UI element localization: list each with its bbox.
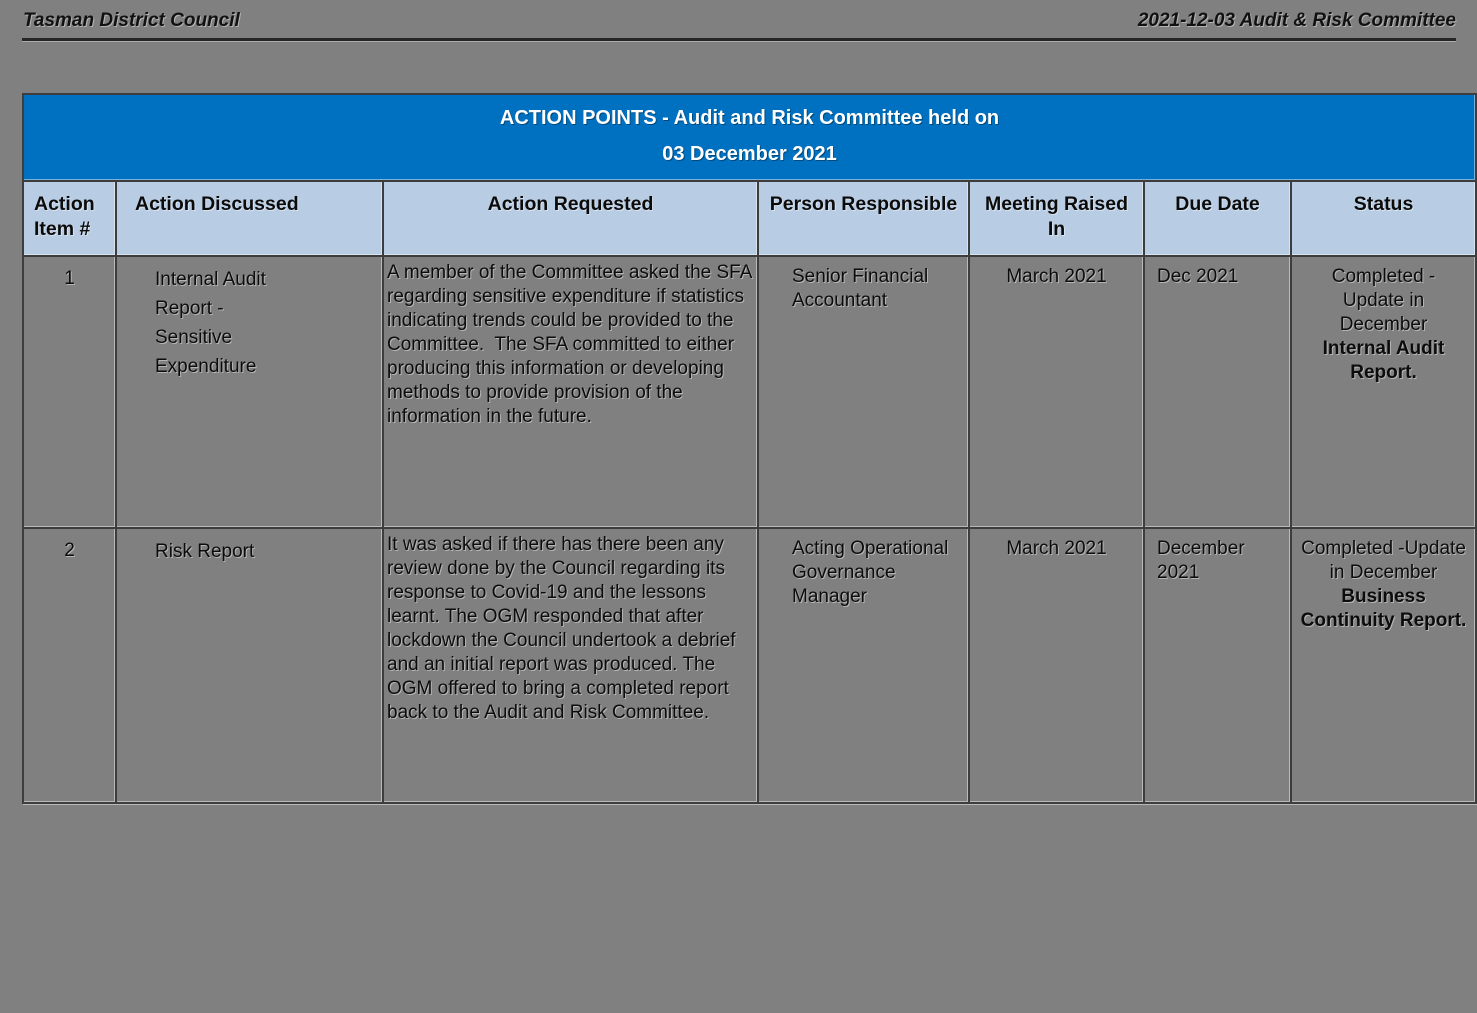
running-header: Tasman District Council 2021-12-03 Audit…: [23, 10, 1456, 32]
status-report-name: Internal Audit Report.: [1322, 338, 1450, 383]
cell-due-date: Dec 2021: [1143, 255, 1292, 529]
col-header-due-date: Due Date: [1143, 180, 1292, 257]
column-header-row: Action Item # Action Discussed Action Re…: [22, 180, 1477, 257]
table-title-cell: ACTION POINTS - Audit and Risk Committee…: [21, 93, 1477, 182]
status-report-name: Business Continuity Report.: [1300, 586, 1467, 631]
table-title-line2: 03 December 2021: [662, 143, 837, 165]
table-title-line1: ACTION POINTS - Audit and Risk Committee…: [499, 107, 1000, 129]
cell-meeting-raised-in: March 2021: [968, 255, 1145, 529]
col-header-action-discussed: Action Discussed: [115, 180, 384, 257]
col-header-status: Status: [1289, 180, 1477, 257]
header-divider-rule: [22, 38, 1456, 41]
cell-meeting-raised-in: March 2021: [968, 527, 1145, 804]
cell-status: Completed -Update in December Business Co…: [1289, 527, 1477, 804]
cell-action-discussed: Internal Audit Report - Sensitive Expend…: [115, 255, 384, 529]
table-title-banner: ACTION POINTS - Audit and Risk Committee…: [21, 93, 1477, 182]
status-text: Completed -Update in December: [1301, 538, 1466, 583]
cell-due-date: December 2021: [1143, 527, 1292, 804]
status-text: Completed - Update in December: [1331, 266, 1436, 335]
table-row: 1 Internal Audit Report - Sensitive Expe…: [22, 255, 1477, 529]
document-title-right: 2021-12-03 Audit & Risk Committee: [1137, 10, 1456, 31]
cell-person-responsible: Senior Financial Accountant: [757, 255, 970, 529]
cell-action-requested: A member of the Committee asked the SFA …: [382, 255, 759, 529]
table-row: 2 Risk Report It was asked if there has …: [22, 527, 1477, 804]
cell-person-responsible: Acting Operational Governance Manager: [757, 527, 970, 804]
document-title-left: Tasman District Council: [23, 10, 240, 31]
cell-action-item: 1: [22, 255, 117, 529]
cell-action-item: 2: [22, 527, 117, 804]
col-header-action-requested: Action Requested: [382, 180, 759, 257]
col-header-person-responsible: Person Responsible: [757, 180, 970, 257]
col-header-action-item: Action Item #: [22, 180, 117, 257]
cell-action-requested: It was asked if there has there been any…: [382, 527, 759, 804]
cell-action-discussed: Risk Report: [115, 527, 384, 804]
cell-status: Completed - Update in December Internal A…: [1289, 255, 1477, 529]
col-header-meeting-raised-in: Meeting Raised In: [968, 180, 1145, 257]
action-points-table: ACTION POINTS - Audit and Risk Committee…: [21, 93, 1477, 804]
